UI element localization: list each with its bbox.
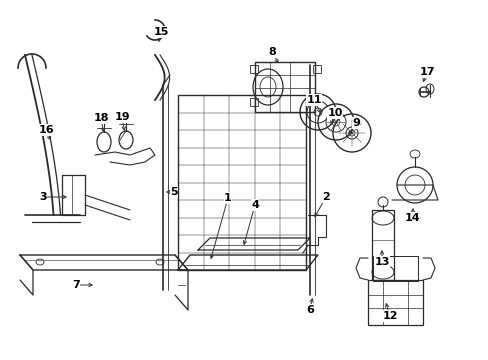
Bar xyxy=(178,95,305,270)
Text: 15: 15 xyxy=(153,27,168,37)
Text: 19: 19 xyxy=(114,112,129,122)
Text: 1: 1 xyxy=(224,193,231,203)
Text: 10: 10 xyxy=(326,108,342,118)
Text: 6: 6 xyxy=(305,305,313,315)
Text: 17: 17 xyxy=(418,67,434,77)
Text: 14: 14 xyxy=(405,213,420,223)
Bar xyxy=(367,280,422,325)
Text: 13: 13 xyxy=(373,257,389,267)
Bar xyxy=(371,210,393,280)
Text: 3: 3 xyxy=(39,192,47,202)
Text: 16: 16 xyxy=(38,125,54,135)
Text: 7: 7 xyxy=(72,280,80,290)
Bar xyxy=(372,256,417,281)
Text: 18: 18 xyxy=(93,113,108,123)
Text: 4: 4 xyxy=(250,200,259,210)
Bar xyxy=(249,98,258,106)
Text: 11: 11 xyxy=(305,95,321,105)
Bar xyxy=(254,62,314,112)
Bar xyxy=(312,65,320,73)
Text: 2: 2 xyxy=(322,192,329,202)
Bar xyxy=(249,65,258,73)
Text: 5: 5 xyxy=(170,187,178,197)
Text: 12: 12 xyxy=(382,311,397,321)
Text: 8: 8 xyxy=(267,47,275,57)
Text: 9: 9 xyxy=(351,118,359,128)
